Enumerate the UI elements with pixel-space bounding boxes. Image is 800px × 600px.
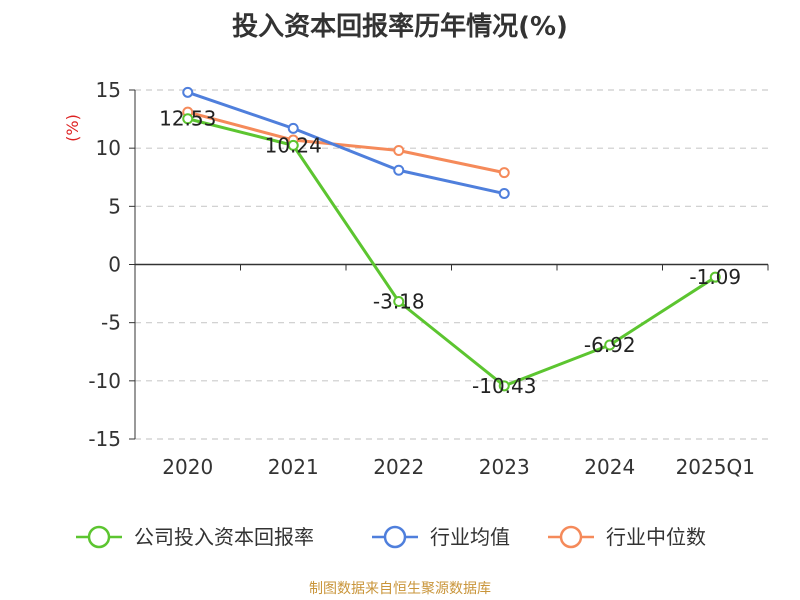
series-line [187,117,717,388]
y-tick-label: -15 [88,427,121,451]
legend: 公司投入资本回报率 行业均值 行业中位数 [76,525,706,549]
legend-label: 公司投入资本回报率 [134,525,314,549]
legend-marker [559,525,583,549]
x-tick-label: 2020 [162,455,213,479]
data-label: 10.24 [265,133,322,157]
y-tick-label: 5 [108,194,121,218]
legend-item[interactable]: 公司投入资本回报率 [76,525,314,549]
legend-marker [383,525,407,549]
x-tick-label: 2023 [479,455,530,479]
data-point [182,86,194,98]
x-tick-label: 2021 [268,455,319,479]
data-point [498,188,510,200]
data-point [182,113,194,125]
series-lines [182,86,721,392]
data-point [393,164,405,176]
y-axis-unit-label: (%) [63,114,82,142]
data-point [287,139,299,151]
axes: 15 10 5 0 -5 -10 -15 2020 2021 2022 2023 2024 2025Q1… [63,78,769,479]
legend-item[interactable]: 行业均值 [372,525,510,549]
data-label: -3.18 [373,289,425,313]
data-point [604,339,616,351]
x-tick-label: 2025Q1 [676,455,755,479]
data-point [287,122,299,134]
legend-label: 行业均值 [430,525,510,549]
legend-marker [87,525,111,549]
data-point [498,167,510,179]
y-tick-label: 15 [96,78,121,102]
data-label: 12.53 [159,107,216,131]
x-tick-label: 2024 [584,455,635,479]
data-label: -6.92 [584,333,636,357]
chart-title: 投入资本回报率历年情况(%) [232,12,568,42]
data-label: -10.43 [472,374,536,398]
y-tick-label: 0 [108,253,121,277]
source-note: 制图数据来自恒生聚源数据库 [309,581,491,597]
series-line [187,110,505,175]
y-tick-label: 10 [96,136,121,160]
y-tick-label: -5 [101,311,121,335]
legend-item[interactable]: 行业中位数 [548,525,706,549]
data-point [709,271,721,283]
data-label: -1.09 [689,265,741,289]
data-labels: 12.53 10.24 -3.18 -10.43 -6.92 -1.09 [159,107,741,398]
series-line [187,90,505,196]
y-tick-label: -10 [88,369,121,393]
legend-label: 行业中位数 [606,525,706,549]
data-point [393,295,405,307]
data-point [393,144,405,156]
data-point [498,380,510,392]
x-tick-label: 2022 [373,455,424,479]
